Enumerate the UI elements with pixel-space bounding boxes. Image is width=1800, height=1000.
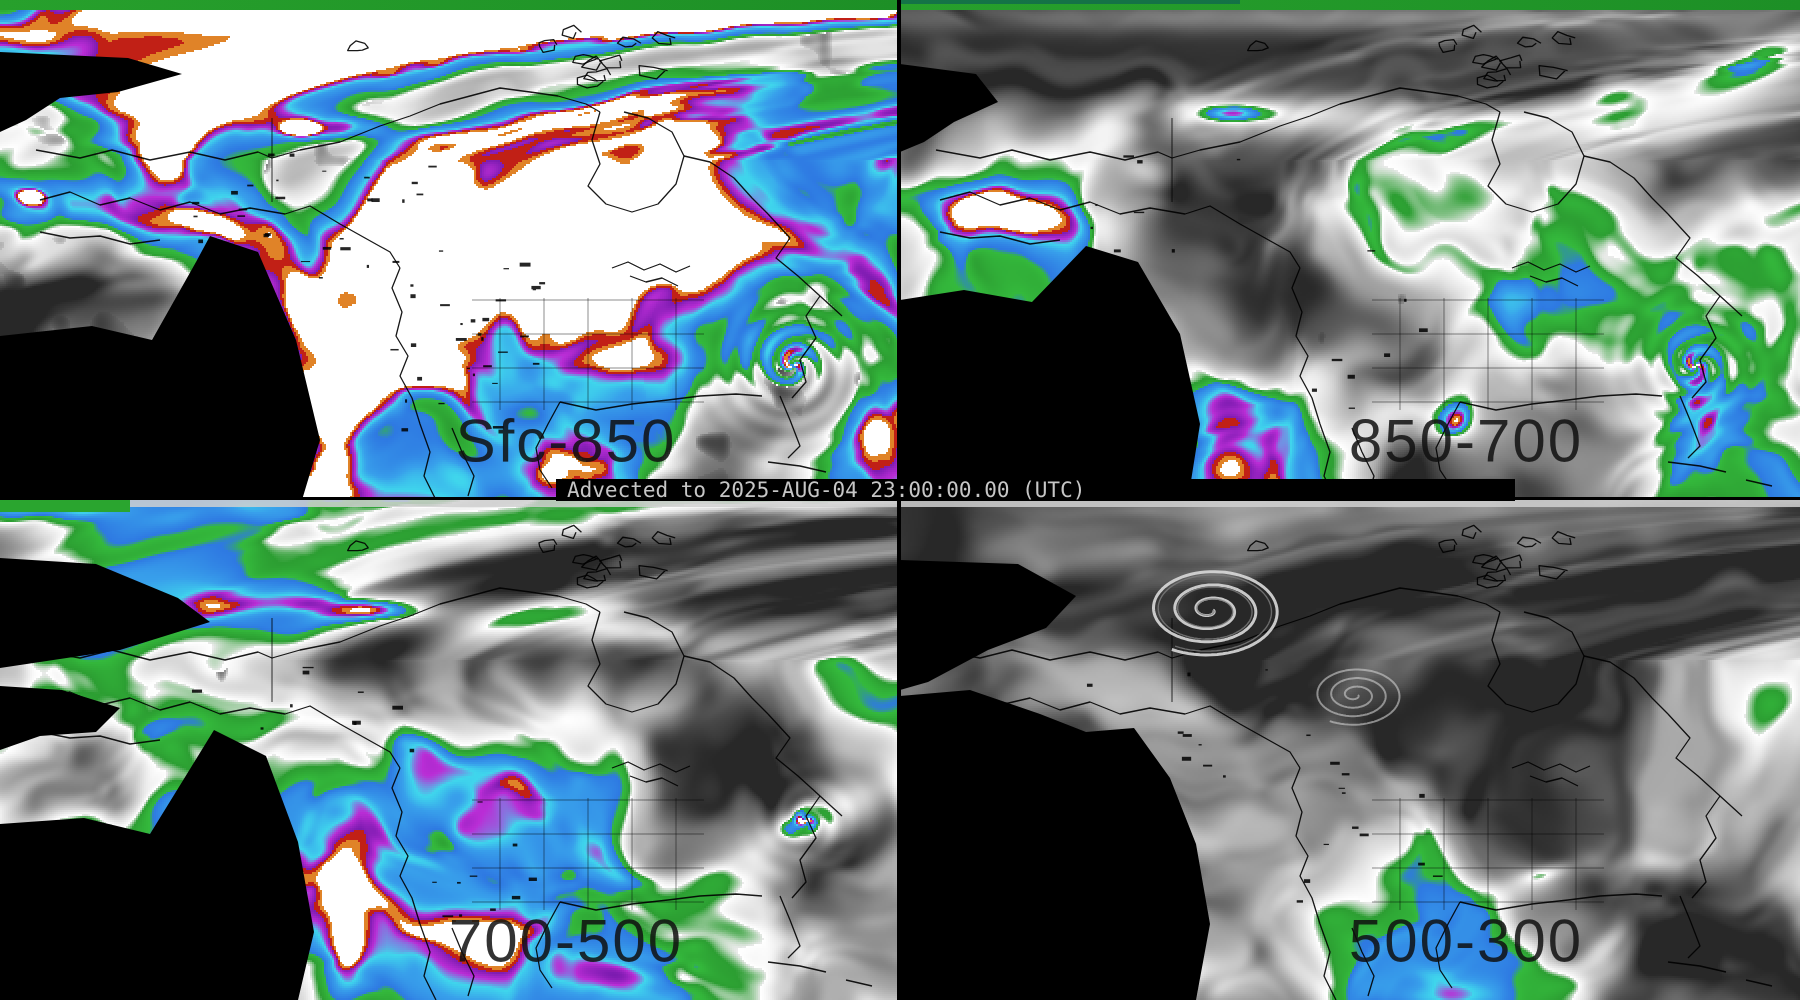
panel-500-300: 500-300 <box>900 500 1800 1000</box>
advection-time-text: Advected to 2025-AUG-04 23:00:00.00 (UTC… <box>567 479 1086 501</box>
panel-700-500: 700-500 <box>0 500 900 1000</box>
panel-sfc-850: Sfc-850 <box>0 0 900 500</box>
sfc-850-map-canvas <box>0 0 900 500</box>
advection-time-bar: Advected to 2025-AUG-04 23:00:00.00 (UTC… <box>556 479 1515 501</box>
700-500-map-canvas <box>0 500 900 1000</box>
850-700-map-canvas <box>900 0 1800 500</box>
panel-850-700: 850-700 <box>900 0 1800 500</box>
500-300-map-canvas <box>900 500 1800 1000</box>
